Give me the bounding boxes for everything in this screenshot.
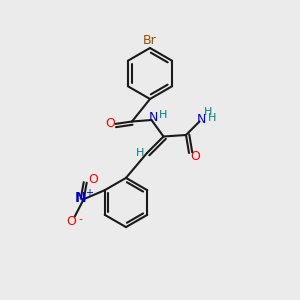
- Text: H: H: [208, 113, 216, 123]
- Text: N: N: [148, 111, 158, 124]
- Text: H: H: [204, 106, 212, 117]
- Text: O: O: [88, 172, 98, 186]
- Text: N: N: [196, 112, 206, 126]
- Text: +: +: [85, 188, 93, 198]
- Text: H: H: [136, 148, 145, 158]
- Text: -: -: [78, 214, 82, 224]
- Text: O: O: [66, 214, 76, 228]
- Text: Br: Br: [143, 34, 157, 47]
- Text: O: O: [190, 149, 200, 163]
- Text: H: H: [159, 110, 167, 120]
- Text: N: N: [74, 191, 86, 205]
- Text: O: O: [105, 117, 115, 130]
